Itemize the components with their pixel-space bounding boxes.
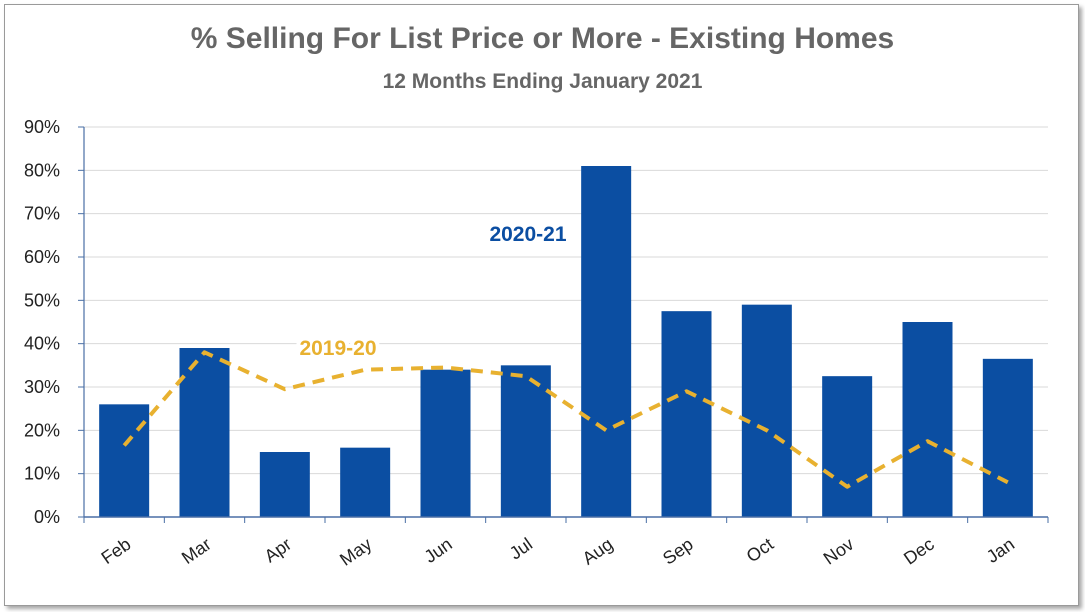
chart-subtitle: 12 Months Ending January 2021	[382, 70, 703, 93]
bar	[581, 166, 632, 517]
y-tick-label: 60%	[24, 247, 60, 267]
x-tick-label: Jan	[983, 534, 1018, 567]
bar	[99, 404, 150, 517]
chart-title: % Selling For List Price or More - Exist…	[190, 22, 895, 55]
bar	[902, 322, 953, 517]
y-tick-label: 70%	[24, 204, 60, 224]
bar	[661, 311, 712, 517]
x-tick-label: Feb	[98, 534, 135, 568]
bar	[500, 365, 551, 517]
bar	[420, 369, 471, 517]
bar	[822, 376, 873, 517]
x-tick-label: Jul	[506, 534, 536, 564]
y-tick-label: 20%	[24, 420, 60, 440]
gridlines	[84, 126, 1048, 475]
line-series-path	[122, 350, 1009, 489]
y-tick-label: 90%	[24, 117, 60, 137]
bar-series-label: 2020-21	[489, 223, 566, 246]
y-axis: 0% 10% 20% 30% 40% 50% 60% 70% 80% 90%	[24, 117, 85, 527]
bar	[982, 358, 1033, 517]
x-tick-label: Sep	[659, 534, 697, 569]
x-tick-label: Dec	[900, 534, 938, 569]
x-tick-label: Apr	[261, 534, 295, 566]
x-axis: Feb Mar Apr May Jun Jul Aug Sep Oct Nov Dec Jan	[83, 516, 1049, 570]
bar-series	[99, 166, 1033, 517]
bar	[179, 348, 230, 517]
y-tick-label: 50%	[24, 290, 60, 310]
x-tick-label: Jun	[421, 534, 456, 567]
y-tick-label: 80%	[24, 160, 60, 180]
x-tick-label: Oct	[743, 534, 777, 566]
y-tick-label: 0%	[34, 507, 60, 527]
bar	[259, 452, 310, 517]
x-tick-label: May	[336, 534, 375, 570]
y-tick-label: 40%	[24, 334, 60, 354]
x-tick-label: Nov	[820, 534, 858, 569]
x-tick-label: Mar	[178, 534, 215, 568]
bar	[741, 304, 792, 517]
bar	[340, 447, 391, 517]
x-tick-label: Aug	[579, 534, 617, 569]
y-tick-label: 10%	[24, 464, 60, 484]
line-series	[122, 350, 1009, 489]
series-labels: 2019-20 2020-21	[295, 223, 566, 364]
line-series-label: 2019-20	[299, 337, 376, 360]
y-tick-label: 30%	[24, 377, 60, 397]
